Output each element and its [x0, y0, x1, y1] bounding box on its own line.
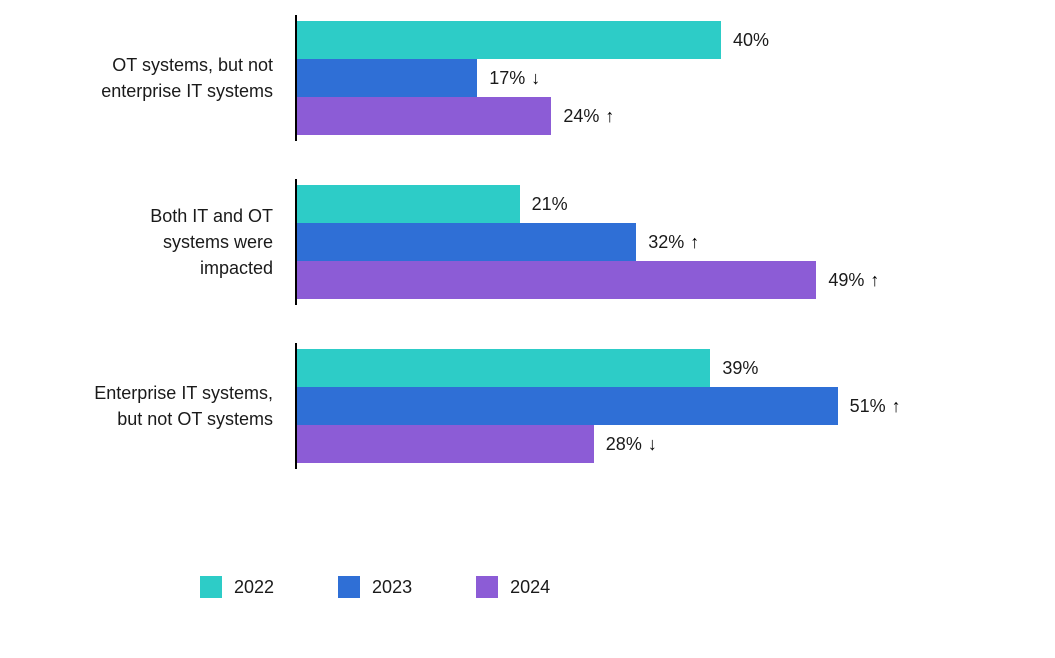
bar-value-text: 51% [850, 396, 886, 417]
legend-label: 2023 [372, 577, 412, 598]
category-group: Both IT and OT systems were impacted 21%… [90, 179, 960, 305]
bar-value-label: 49% ↑ [828, 270, 879, 291]
trend-arrow-icon: ↓ [531, 69, 540, 87]
bar-value-text: 40% [733, 30, 769, 51]
category-group: OT systems, but not enterprise IT system… [90, 15, 960, 141]
bar-value-text: 39% [722, 358, 758, 379]
legend-item-2023: 2023 [338, 576, 412, 598]
bar-value-label: 17% ↓ [489, 68, 540, 89]
bar-value-text: 49% [828, 270, 864, 291]
bar-row: 49% ↑ [297, 261, 960, 299]
bar-value-label: 24% ↑ [563, 106, 614, 127]
trend-arrow-icon: ↑ [870, 271, 879, 289]
bar-row: 24% ↑ [297, 97, 960, 135]
bar-value-text: 32% [648, 232, 684, 253]
bar-row: 17% ↓ [297, 59, 960, 97]
trend-arrow-icon: ↑ [690, 233, 699, 251]
category-label: OT systems, but not enterprise IT system… [90, 15, 295, 141]
category-label: Both IT and OT systems were impacted [90, 179, 295, 305]
bar-value-label: 40% [733, 30, 769, 51]
trend-arrow-icon: ↑ [605, 107, 614, 125]
bar-value-text: 21% [532, 194, 568, 215]
bar-2022 [297, 185, 520, 223]
bar-2023 [297, 387, 838, 425]
legend: 2022 2023 2024 [200, 576, 550, 598]
trend-arrow-icon: ↑ [892, 397, 901, 415]
legend-label: 2022 [234, 577, 274, 598]
legend-item-2024: 2024 [476, 576, 550, 598]
legend-item-2022: 2022 [200, 576, 274, 598]
bar-value-label: 21% [532, 194, 568, 215]
legend-swatch [476, 576, 498, 598]
bar-value-label: 28% ↓ [606, 434, 657, 455]
bar-value-text: 28% [606, 434, 642, 455]
trend-arrow-icon: ↓ [648, 435, 657, 453]
bar-2023 [297, 59, 477, 97]
bar-value-label: 32% ↑ [648, 232, 699, 253]
bar-2022 [297, 21, 721, 59]
bar-row: 51% ↑ [297, 387, 960, 425]
bar-group: 21% 32% ↑ 49% ↑ [295, 179, 960, 305]
bar-value-label: 51% ↑ [850, 396, 901, 417]
bar-2024 [297, 261, 816, 299]
bar-2024 [297, 425, 594, 463]
legend-swatch [200, 576, 222, 598]
category-group: Enterprise IT systems, but not OT system… [90, 343, 960, 469]
bar-2023 [297, 223, 636, 261]
legend-label: 2024 [510, 577, 550, 598]
legend-swatch [338, 576, 360, 598]
bar-row: 28% ↓ [297, 425, 960, 463]
bar-row: 40% [297, 21, 960, 59]
bar-row: 21% [297, 185, 960, 223]
bar-value-label: 39% [722, 358, 758, 379]
category-label: Enterprise IT systems, but not OT system… [90, 343, 295, 469]
bar-group: 39% 51% ↑ 28% ↓ [295, 343, 960, 469]
bar-row: 39% [297, 349, 960, 387]
bar-value-text: 24% [563, 106, 599, 127]
bar-value-text: 17% [489, 68, 525, 89]
grouped-bar-chart: OT systems, but not enterprise IT system… [90, 15, 960, 507]
bar-row: 32% ↑ [297, 223, 960, 261]
bar-group: 40% 17% ↓ 24% ↑ [295, 15, 960, 141]
bar-2024 [297, 97, 551, 135]
bar-2022 [297, 349, 710, 387]
